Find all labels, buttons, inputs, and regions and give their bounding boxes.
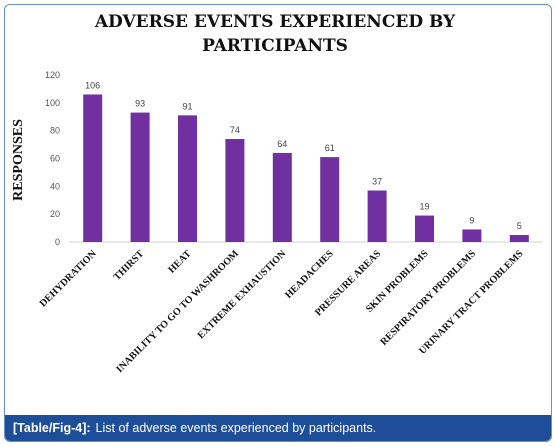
- bar: [415, 215, 434, 242]
- data-label: 91: [182, 101, 192, 111]
- bar: [367, 190, 387, 242]
- category-label: THIRST: [112, 248, 147, 283]
- bar: [509, 235, 529, 242]
- data-label: 74: [230, 125, 240, 135]
- category-label: URINARY TRACT PROBLEMS: [417, 248, 526, 357]
- data-label: 5: [517, 221, 522, 231]
- data-label: 37: [372, 177, 382, 187]
- bar: [320, 157, 340, 242]
- bar: [462, 229, 482, 242]
- data-label: 9: [469, 215, 474, 225]
- chart-title-line-2: PARTICIPANTS: [202, 36, 348, 56]
- y-tick-label: 60: [50, 154, 60, 164]
- category-label: HEADACHES: [283, 248, 336, 301]
- chart-title-line-1: ADVERSE EVENTS EXPERIENCED BY: [94, 12, 456, 32]
- category-label: HEAT: [166, 248, 194, 276]
- bar: [83, 94, 103, 242]
- caption-label: [Table/Fig-4]:: [13, 421, 91, 435]
- y-axis-label: RESPONSES: [11, 119, 26, 201]
- y-tick-label: 40: [50, 181, 60, 191]
- bar: [178, 115, 197, 242]
- bar-chart: ADVERSE EVENTS EXPERIENCED BY PARTICIPAN…: [11, 12, 543, 375]
- data-label: 61: [325, 143, 335, 153]
- data-label: 64: [277, 139, 287, 149]
- category-label: RESPIRATORY PROBLEMS: [378, 248, 478, 348]
- data-label: 19: [419, 202, 429, 212]
- y-tick-label: 120: [45, 70, 60, 80]
- figure-frame: ADVERSE EVENTS EXPERIENCED BY PARTICIPAN…: [4, 4, 552, 442]
- plot-area: 0 20 40 60 80 100 120 106 DEHYDRATION 93 THIRST 91 H…: [38, 70, 543, 375]
- data-label: 93: [135, 99, 145, 109]
- y-tick-label: 0: [55, 237, 60, 247]
- bar: [272, 152, 292, 242]
- category-label: EXTREME EXHAUSTION: [196, 248, 289, 341]
- category-label: DEHYDRATION: [38, 248, 100, 310]
- y-tick-label: 80: [50, 126, 60, 136]
- data-label: 106: [85, 80, 100, 90]
- bar: [130, 112, 150, 242]
- y-tick-label: 20: [50, 209, 60, 219]
- figure-caption: [Table/Fig-4]: List of adverse events ex…: [5, 415, 551, 441]
- bar: [225, 139, 245, 242]
- caption-text: List of adverse events experienced by pa…: [95, 421, 377, 435]
- y-tick-label: 100: [45, 98, 60, 108]
